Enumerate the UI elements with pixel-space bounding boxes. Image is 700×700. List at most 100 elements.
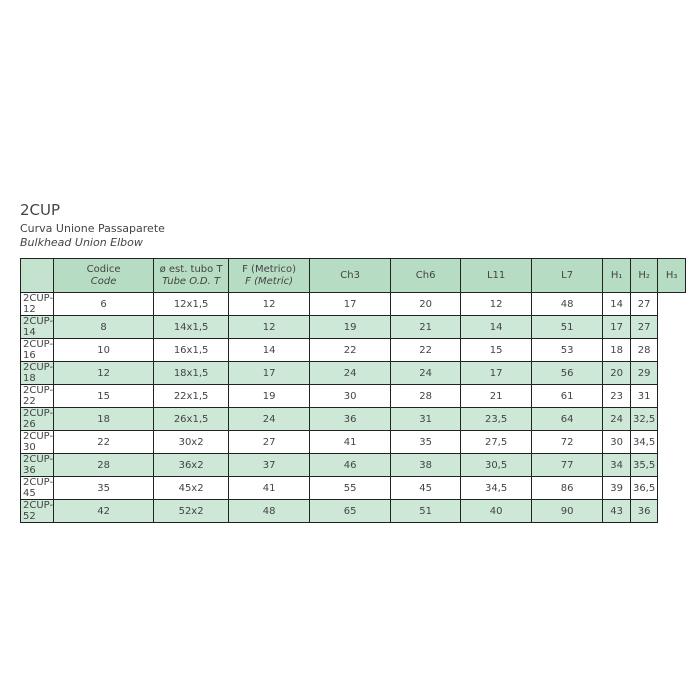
product-code-cell: 2CUP-52: [19, 499, 55, 523]
value-cell: 48: [228, 499, 311, 523]
value-cell: 61: [531, 384, 604, 408]
value-cell: 65: [309, 499, 392, 523]
value-cell: 42: [53, 499, 155, 523]
value-cell: 34,5: [460, 476, 533, 500]
header-label: L11: [486, 269, 506, 281]
value-cell: 51: [390, 499, 462, 523]
product-code-cell: 2CUP-16: [19, 338, 55, 362]
value-cell: 41: [228, 476, 311, 500]
value-cell: 30x2: [153, 430, 230, 454]
table-row: 2CUP-30 22 30x2 27 41 35 27,5 72 30 34,5: [19, 430, 686, 454]
value-cell: 14: [460, 315, 533, 339]
value-cell: 6: [53, 292, 155, 316]
value-cell: 29: [630, 361, 659, 385]
value-cell: 27,5: [460, 430, 533, 454]
value-cell: 17: [460, 361, 533, 385]
value-cell: 18: [602, 338, 632, 362]
table-row: 2CUP-26 18 26x1,5 24 36 31 23,5 64 24 32,5: [19, 407, 686, 431]
value-cell: 34,5: [630, 430, 659, 454]
column-header: ø est. tubo T Tube O.D. T: [153, 258, 230, 293]
value-cell: 26x1,5: [153, 407, 230, 431]
product-code-cell: 2CUP-22: [19, 384, 55, 408]
header-label-en: Tube O.D. T: [162, 275, 221, 287]
value-cell: 14: [228, 338, 311, 362]
column-header: Ch6: [390, 258, 462, 293]
side-band: [19, 258, 55, 293]
value-cell: 30: [602, 430, 632, 454]
value-cell: 27: [228, 430, 311, 454]
value-cell: 31: [630, 384, 659, 408]
value-cell: 12x1,5: [153, 292, 230, 316]
value-cell: 15: [460, 338, 533, 362]
value-cell: 51: [531, 315, 604, 339]
value-cell: 21: [460, 384, 533, 408]
table-row: 2CUP-22 15 22x1,5 19 30 28 21 61 23 31: [19, 384, 686, 408]
value-cell: 48: [531, 292, 604, 316]
header-label: H₁: [610, 269, 623, 281]
value-cell: 15: [53, 384, 155, 408]
value-cell: 22: [53, 430, 155, 454]
value-cell: 8: [53, 315, 155, 339]
value-cell: 56: [531, 361, 604, 385]
value-cell: 17: [228, 361, 311, 385]
product-code-cell: 2CUP-18: [19, 361, 55, 385]
header-label: Ch3: [340, 269, 360, 281]
product-name-italian: Curva Unione Passaparete: [20, 222, 165, 235]
value-cell: 17: [309, 292, 392, 316]
value-cell: 34: [602, 453, 632, 477]
column-header: Codice Code: [53, 258, 155, 293]
value-cell: 45: [390, 476, 462, 500]
value-cell: 28: [390, 384, 462, 408]
header-label: H₂: [638, 269, 650, 281]
header-label: F (Metrico): [242, 263, 297, 275]
column-header: H₃: [657, 258, 687, 293]
value-cell: 30,5: [460, 453, 533, 477]
value-cell: 18x1,5: [153, 361, 230, 385]
value-cell: 38: [390, 453, 462, 477]
value-cell: 24: [228, 407, 311, 431]
column-header: F (Metrico) F (Metric): [228, 258, 311, 293]
value-cell: 31: [390, 407, 462, 431]
value-cell: 52x2: [153, 499, 230, 523]
table-row: 2CUP-14 8 14x1,5 12 19 21 14 51 17 27: [19, 315, 686, 339]
value-cell: 53: [531, 338, 604, 362]
value-cell: 90: [531, 499, 604, 523]
value-cell: 45x2: [153, 476, 230, 500]
header-label: L7: [561, 269, 574, 281]
value-cell: 28: [53, 453, 155, 477]
value-cell: 37: [228, 453, 311, 477]
table-row: 2CUP-12 6 12x1,5 12 17 20 12 48 14 27: [19, 292, 686, 316]
table-row: 2CUP-16 10 16x1,5 14 22 22 15 53 18 28: [19, 338, 686, 362]
value-cell: 14: [602, 292, 632, 316]
header-label-en: Code: [90, 275, 117, 287]
value-cell: 77: [531, 453, 604, 477]
column-header: H₂: [630, 258, 659, 293]
value-cell: 14x1,5: [153, 315, 230, 339]
product-code-cell: 2CUP-30: [19, 430, 55, 454]
value-cell: 12: [228, 292, 311, 316]
value-cell: 35: [390, 430, 462, 454]
value-cell: 30: [309, 384, 392, 408]
value-cell: 20: [602, 361, 632, 385]
value-cell: 20: [390, 292, 462, 316]
header-label: Codice: [86, 263, 121, 275]
value-cell: 72: [531, 430, 604, 454]
value-cell: 22: [390, 338, 462, 362]
value-cell: 24: [390, 361, 462, 385]
value-cell: 18: [53, 407, 155, 431]
header-label: Ch6: [415, 269, 436, 281]
value-cell: 36,5: [630, 476, 659, 500]
header-label-en: F (Metric): [245, 275, 293, 287]
table-row: 2CUP-18 12 18x1,5 17 24 24 17 56 20 29: [19, 361, 686, 385]
header-label: ø est. tubo T: [159, 263, 223, 275]
table-row: 2CUP-52 42 52x2 48 65 51 40 90 43 36: [19, 499, 686, 523]
value-cell: 41: [309, 430, 392, 454]
value-cell: 27: [630, 292, 659, 316]
value-cell: 35: [53, 476, 155, 500]
product-code-cell: 2CUP-12: [19, 292, 55, 316]
value-cell: 19: [309, 315, 392, 339]
value-cell: 24: [602, 407, 632, 431]
value-cell: 32,5: [630, 407, 659, 431]
product-code-cell: 2CUP-36: [19, 453, 55, 477]
